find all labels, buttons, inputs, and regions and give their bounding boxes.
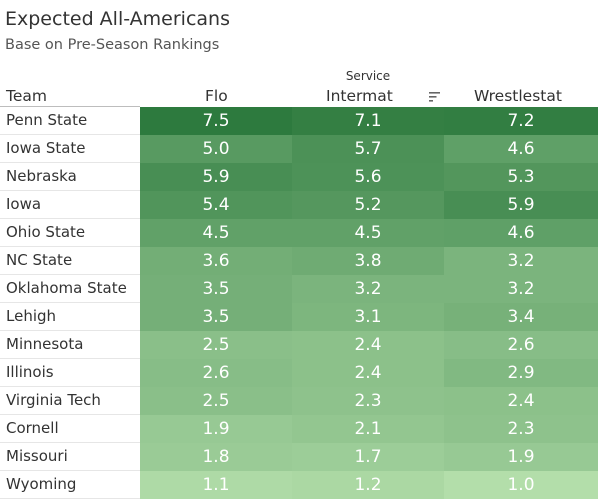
heatmap-cell-flo[interactable]: 2.6 bbox=[140, 359, 292, 387]
row-divider bbox=[0, 414, 140, 415]
team-label: Minnesota bbox=[6, 335, 84, 353]
row-divider bbox=[0, 302, 140, 303]
team-column-header[interactable]: Team bbox=[6, 87, 47, 105]
chart-title: Expected All-Americans bbox=[5, 8, 230, 30]
heatmap-cell-wrestlestat[interactable]: 2.6 bbox=[444, 331, 598, 359]
table-row: Ohio State 4.5 4.5 4.6 bbox=[0, 219, 598, 247]
heatmap-cell-intermat[interactable]: 7.1 bbox=[292, 107, 444, 135]
table-row: Oklahoma State 3.5 3.2 3.2 bbox=[0, 275, 598, 303]
team-label: Iowa bbox=[6, 195, 42, 213]
heatmap-cell-flo[interactable]: 7.5 bbox=[140, 107, 292, 135]
table-row: Minnesota 2.5 2.4 2.6 bbox=[0, 331, 598, 359]
service-group-label: Service bbox=[345, 69, 391, 83]
heatmap-cell-intermat[interactable]: 2.3 bbox=[292, 387, 444, 415]
team-label: Lehigh bbox=[6, 307, 57, 325]
team-label: Oklahoma State bbox=[6, 279, 127, 297]
team-label: NC State bbox=[6, 251, 73, 269]
heatmap-cell-intermat[interactable]: 1.7 bbox=[292, 443, 444, 471]
team-label: Wyoming bbox=[6, 475, 77, 493]
heatmap-cell-wrestlestat[interactable]: 5.3 bbox=[444, 163, 598, 191]
team-label: Virginia Tech bbox=[6, 391, 101, 409]
heatmap-cell-flo[interactable]: 1.1 bbox=[140, 471, 292, 499]
heatmap-cell-wrestlestat[interactable]: 5.9 bbox=[444, 191, 598, 219]
table-row: NC State 3.6 3.8 3.2 bbox=[0, 247, 598, 275]
heatmap-cell-intermat[interactable]: 2.4 bbox=[292, 359, 444, 387]
table-row: Penn State 7.5 7.1 7.2 bbox=[0, 107, 598, 135]
row-divider bbox=[0, 246, 140, 247]
heatmap-cell-wrestlestat[interactable]: 2.3 bbox=[444, 415, 598, 443]
chart-subtitle: Base on Pre-Season Rankings bbox=[5, 37, 220, 53]
table-row: Cornell 1.9 2.1 2.3 bbox=[0, 415, 598, 443]
team-label: Nebraska bbox=[6, 167, 77, 185]
heatmap-cell-flo[interactable]: 1.8 bbox=[140, 443, 292, 471]
sort-descending-icon[interactable] bbox=[428, 89, 442, 103]
heatmap-cell-flo[interactable]: 3.6 bbox=[140, 247, 292, 275]
row-divider bbox=[0, 358, 140, 359]
row-divider bbox=[0, 274, 140, 275]
heatmap-cell-wrestlestat[interactable]: 3.4 bbox=[444, 303, 598, 331]
heatmap-cell-intermat[interactable]: 3.2 bbox=[292, 275, 444, 303]
row-divider bbox=[0, 134, 140, 135]
heatmap-cell-wrestlestat[interactable]: 1.9 bbox=[444, 443, 598, 471]
heatmap-cell-wrestlestat[interactable]: 3.2 bbox=[444, 247, 598, 275]
heatmap-cell-intermat[interactable]: 2.1 bbox=[292, 415, 444, 443]
heatmap-cell-intermat[interactable]: 4.5 bbox=[292, 219, 444, 247]
heatmap-cell-intermat[interactable]: 5.7 bbox=[292, 135, 444, 163]
heatmap-cell-intermat[interactable]: 5.6 bbox=[292, 163, 444, 191]
team-label: Illinois bbox=[6, 363, 54, 381]
heatmap-cell-wrestlestat[interactable]: 2.4 bbox=[444, 387, 598, 415]
heatmap-cell-flo[interactable]: 5.4 bbox=[140, 191, 292, 219]
heatmap-cell-wrestlestat[interactable]: 2.9 bbox=[444, 359, 598, 387]
team-label: Ohio State bbox=[6, 223, 86, 241]
header-divider bbox=[0, 106, 140, 107]
table-row: Virginia Tech 2.5 2.3 2.4 bbox=[0, 387, 598, 415]
wrestlestat-column-header[interactable]: Wrestlestat bbox=[474, 87, 562, 105]
team-label: Iowa State bbox=[6, 139, 86, 157]
heatmap-cell-wrestlestat[interactable]: 7.2 bbox=[444, 107, 598, 135]
heatmap-cell-wrestlestat[interactable]: 3.2 bbox=[444, 275, 598, 303]
table-row: Illinois 2.6 2.4 2.9 bbox=[0, 359, 598, 387]
heatmap-cell-wrestlestat[interactable]: 4.6 bbox=[444, 219, 598, 247]
row-divider bbox=[0, 470, 140, 471]
team-label: Missouri bbox=[6, 447, 68, 465]
row-divider bbox=[0, 330, 140, 331]
row-divider bbox=[0, 386, 140, 387]
team-label: Cornell bbox=[6, 419, 59, 437]
heatmap-cell-intermat[interactable]: 3.8 bbox=[292, 247, 444, 275]
row-divider bbox=[0, 190, 140, 191]
team-label: Penn State bbox=[6, 111, 88, 129]
row-divider bbox=[0, 442, 140, 443]
heatmap-cell-intermat[interactable]: 3.1 bbox=[292, 303, 444, 331]
intermat-column-header[interactable]: Intermat bbox=[326, 87, 393, 105]
heatmap-cell-wrestlestat[interactable]: 4.6 bbox=[444, 135, 598, 163]
table-row: Wyoming 1.1 1.2 1.0 bbox=[0, 471, 598, 499]
heatmap-cell-intermat[interactable]: 5.2 bbox=[292, 191, 444, 219]
table-row: Lehigh 3.5 3.1 3.4 bbox=[0, 303, 598, 331]
heatmap-cell-intermat[interactable]: 2.4 bbox=[292, 331, 444, 359]
flo-column-header[interactable]: Flo bbox=[205, 87, 228, 105]
table-row: Missouri 1.8 1.7 1.9 bbox=[0, 443, 598, 471]
heatmap-cell-wrestlestat[interactable]: 1.0 bbox=[444, 471, 598, 499]
heatmap-cell-flo[interactable]: 2.5 bbox=[140, 331, 292, 359]
table-row: Iowa 5.4 5.2 5.9 bbox=[0, 191, 598, 219]
row-divider bbox=[0, 162, 140, 163]
table-row: Iowa State 5.0 5.7 4.6 bbox=[0, 135, 598, 163]
table-row: Nebraska 5.9 5.6 5.3 bbox=[0, 163, 598, 191]
heatmap-cell-flo[interactable]: 1.9 bbox=[140, 415, 292, 443]
heatmap-cell-flo[interactable]: 5.0 bbox=[140, 135, 292, 163]
heatmap-cell-flo[interactable]: 4.5 bbox=[140, 219, 292, 247]
heatmap-cell-flo[interactable]: 5.9 bbox=[140, 163, 292, 191]
heatmap-cell-flo[interactable]: 3.5 bbox=[140, 275, 292, 303]
heatmap-cell-intermat[interactable]: 1.2 bbox=[292, 471, 444, 499]
heatmap-cell-flo[interactable]: 2.5 bbox=[140, 387, 292, 415]
row-divider bbox=[0, 218, 140, 219]
heatmap-cell-flo[interactable]: 3.5 bbox=[140, 303, 292, 331]
